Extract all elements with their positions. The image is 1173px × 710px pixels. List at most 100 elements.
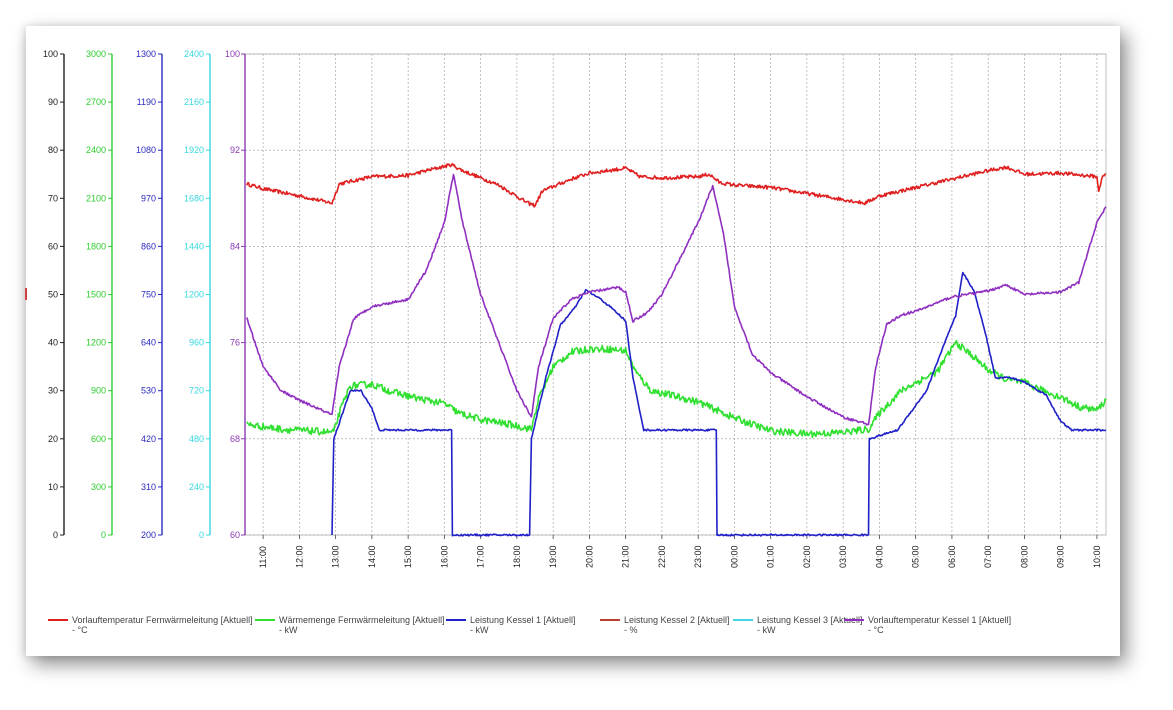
edge-marker (25, 288, 27, 300)
series-line-1 (246, 339, 1107, 439)
x-tick-label: 04:00 (874, 545, 884, 568)
x-tick-label: 00:00 (729, 545, 739, 568)
series-line-0 (246, 162, 1107, 208)
plot-area (244, 53, 1107, 536)
series-line-2 (331, 271, 1107, 537)
y-tick-label: 70 (48, 193, 58, 203)
y-tick-label: 1080 (136, 145, 156, 155)
y-tick-label: 0 (53, 530, 58, 540)
x-tick-label: 12:00 (294, 545, 304, 568)
y-tick-label: 640 (141, 338, 156, 348)
legend-label: Leistung Kessel 1 [Aktuell] (470, 615, 576, 625)
legend-unit: - % (624, 625, 638, 635)
x-tick-label: 10:00 (1092, 545, 1102, 568)
y-tick-label: 2700 (86, 97, 106, 107)
grid (244, 53, 1107, 536)
x-tick-label: 01:00 (766, 545, 776, 568)
x-tick-label: 14:00 (367, 545, 377, 568)
x-tick-label: 17:00 (476, 545, 486, 568)
y-tick-label: 80 (48, 145, 58, 155)
y-tick-label: 1190 (137, 97, 156, 107)
y-tick-label: 1200 (86, 338, 106, 348)
x-tick-label: 05:00 (911, 545, 921, 568)
legend-unit: - °C (72, 625, 88, 635)
legend-label: Wärmemenge Fernwärmeleitung [Aktuell] (279, 615, 445, 625)
y-tick-label: 200 (141, 530, 156, 540)
x-tick-label: 22:00 (657, 545, 667, 568)
x-tick-label: 18:00 (512, 545, 522, 568)
x-tick-label: 16:00 (439, 545, 449, 568)
legend-label: Vorlauftemperatur Fernwärmeleitung [Aktu… (72, 615, 253, 625)
x-tick-label: 20:00 (584, 545, 594, 568)
y-tick-label: 92 (230, 145, 240, 155)
y-tick-label: 40 (48, 338, 58, 348)
y-tick-label: 530 (141, 386, 156, 396)
y-tick-label: 2100 (86, 193, 106, 203)
legend: Vorlauftemperatur Fernwärmeleitung [Aktu… (48, 615, 1011, 635)
y-tick-label: 1920 (184, 145, 204, 155)
y-tick-label: 90 (48, 97, 58, 107)
y-tick-label: 0 (199, 530, 204, 540)
legend-label: Vorlauftemperatur Kessel 1 [Aktuell] (868, 615, 1011, 625)
y-tick-label: 68 (230, 434, 240, 444)
y-tick-label: 960 (189, 338, 204, 348)
legend-unit: - °C (868, 625, 884, 635)
y-tick-label: 1800 (86, 241, 106, 251)
y-axis-a3: 1300 1190 1080 970 860 750 640 530 420 310 200 (136, 49, 163, 540)
y-tick-label: 860 (141, 241, 156, 251)
legend-unit: - kW (757, 625, 776, 635)
y-tick-label: 300 (91, 482, 106, 492)
x-tick-label: 06:00 (947, 545, 957, 568)
y-tick-label: 600 (91, 434, 106, 444)
y-tick-label: 240 (189, 482, 204, 492)
y-tick-label: 3000 (86, 49, 106, 59)
x-tick-label: 11:00 (258, 546, 268, 568)
x-tick-label: 15:00 (403, 545, 413, 568)
legend-label: Leistung Kessel 3 [Aktuell] (757, 615, 863, 625)
x-tick-label: 19:00 (548, 545, 558, 568)
y-tick-label: 1200 (184, 290, 204, 300)
y-tick-label: 100 (225, 49, 240, 59)
y-tick-label: 84 (230, 241, 240, 251)
x-tick-label: 13:00 (331, 545, 341, 568)
x-tick-label: 21:00 (621, 545, 631, 568)
y-tick-label: 1440 (184, 241, 204, 251)
y-tick-label: 1300 (136, 49, 156, 59)
legend-label: Leistung Kessel 2 [Aktuell] (624, 615, 730, 625)
y-tick-label: 1500 (86, 290, 106, 300)
chart-window: 100 90 80 70 60 50 40 30 20 10 0 3000 2700 2400 2100 18… (26, 26, 1120, 656)
y-tick-label: 900 (91, 386, 106, 396)
legend-unit: - kW (470, 625, 489, 635)
y-tick-label: 50 (48, 290, 58, 300)
y-tick-label: 2400 (184, 49, 204, 59)
y-tick-label: 420 (141, 434, 156, 444)
y-tick-label: 20 (48, 434, 58, 444)
y-tick-label: 1680 (184, 193, 204, 203)
series-line-5 (246, 173, 1107, 426)
y-tick-label: 2160 (184, 97, 204, 107)
y-tick-label: 10 (48, 482, 58, 492)
y-tick-label: 970 (141, 193, 156, 203)
y-tick-label: 60 (48, 241, 58, 251)
x-tick-label: 02:00 (802, 545, 812, 568)
y-tick-label: 60 (230, 530, 240, 540)
y-tick-label: 750 (141, 290, 156, 300)
y-tick-label: 100 (43, 49, 58, 59)
chart: 1009080706050403020100300027002400210018… (43, 49, 1107, 635)
x-axis: 11:00 12:00 13:00 14:00 15:00 16:00 17:00 18:00… (258, 535, 1102, 568)
y-tick-label: 0 (101, 530, 106, 540)
y-tick-label: 76 (230, 338, 240, 348)
x-tick-label: 23:00 (693, 545, 703, 568)
x-tick-label: 08:00 (1019, 545, 1029, 568)
y-axis-a5: 100 92 84 76 68 60 (225, 49, 246, 540)
y-tick-label: 310 (141, 482, 156, 492)
y-tick-label: 480 (189, 434, 204, 444)
x-tick-label: 09:00 (1056, 545, 1066, 568)
y-tick-label: 720 (189, 386, 204, 396)
y-tick-label: 30 (48, 386, 58, 396)
x-tick-label: 03:00 (838, 545, 848, 568)
y-tick-label: 2400 (86, 145, 106, 155)
